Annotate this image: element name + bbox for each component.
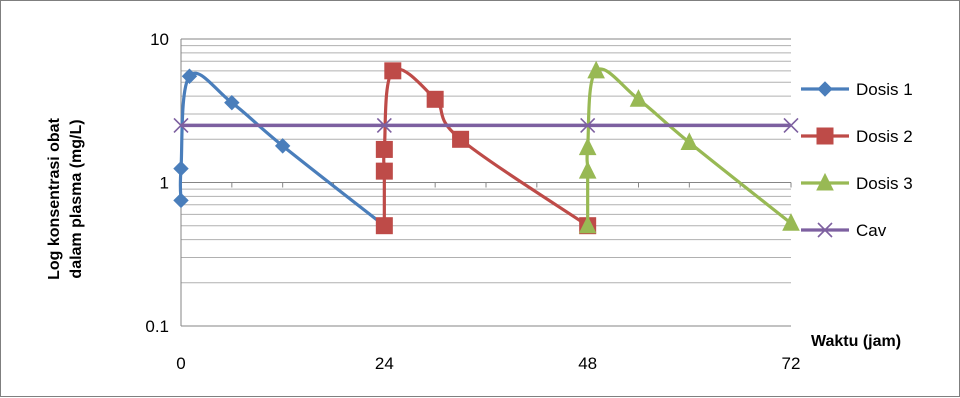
x-tick-label: 0: [176, 354, 185, 373]
data-point-cav: [376, 117, 392, 133]
x-tick-label: 24: [375, 354, 394, 373]
legend-label-dosis-2: Dosis 2: [856, 127, 913, 146]
data-point-dosis-1: [274, 138, 291, 154]
data-point-dosis-3: [587, 60, 605, 79]
axes: 0.1 1 10 0 24 48 72: [145, 30, 800, 373]
data-point-dosis-1: [181, 68, 198, 84]
series-dosis-1: [173, 68, 386, 227]
legend-marker-cav: [817, 222, 833, 238]
data-point-dosis-1: [224, 94, 240, 111]
legend-label-dosis-3: Dosis 3: [856, 174, 913, 193]
data-point-dosis-2: [384, 62, 402, 80]
data-point-dosis-3: [578, 215, 597, 234]
series-cav: [173, 117, 799, 133]
legend-label-dosis-1: Dosis 1: [856, 80, 913, 99]
data-point-dosis-3: [680, 132, 699, 150]
y-tick-label: 1: [160, 174, 169, 193]
y-axis-title-line1: Log konsentrasi obat: [46, 117, 63, 279]
data-point-dosis-2: [375, 217, 393, 235]
data-point-cav: [580, 117, 596, 133]
y-axis-title-line2: dalam plasma (mg/L): [68, 119, 85, 278]
data-point-dosis-2: [375, 140, 393, 158]
data-point-dosis-2: [375, 162, 393, 180]
legend-label-cav: Cav: [856, 221, 887, 240]
data-point-dosis-3: [629, 89, 648, 107]
legend-marker-dosis-2: [816, 127, 834, 145]
legend-marker-dosis-1: [817, 81, 833, 97]
series-dosis-2: [375, 62, 597, 235]
data-point-dosis-2: [426, 90, 444, 108]
x-axis-title: Waktu (jam): [811, 333, 901, 350]
legend: Dosis 1 Dosis 2 Dosis 3 Cav: [801, 80, 913, 240]
series-line-dosis-2: [382, 67, 589, 228]
data-point-dosis-3: [782, 213, 800, 231]
data-point-dosis-1: [173, 160, 189, 177]
legend-item-dosis-2: Dosis 2: [801, 127, 913, 146]
legend-item-cav: Cav: [801, 221, 887, 240]
series-dosis-3: [578, 60, 800, 234]
y-tick-label: 0.1: [145, 317, 169, 336]
y-tick-label: 10: [150, 30, 169, 49]
legend-item-dosis-3: Dosis 3: [801, 172, 913, 193]
legend-item-dosis-1: Dosis 1: [801, 80, 913, 99]
x-tick-label: 72: [782, 354, 801, 373]
data-point-cav: [783, 117, 799, 133]
data-point-dosis-2: [452, 130, 470, 148]
series-lines: [173, 60, 800, 235]
data-point-dosis-1: [173, 192, 189, 209]
data-point-dosis-3: [578, 161, 597, 179]
legend-marker-dosis-3: [816, 172, 834, 191]
data-point-cav: [173, 117, 189, 133]
data-point-dosis-3: [578, 137, 597, 156]
x-tick-label: 48: [578, 354, 597, 373]
